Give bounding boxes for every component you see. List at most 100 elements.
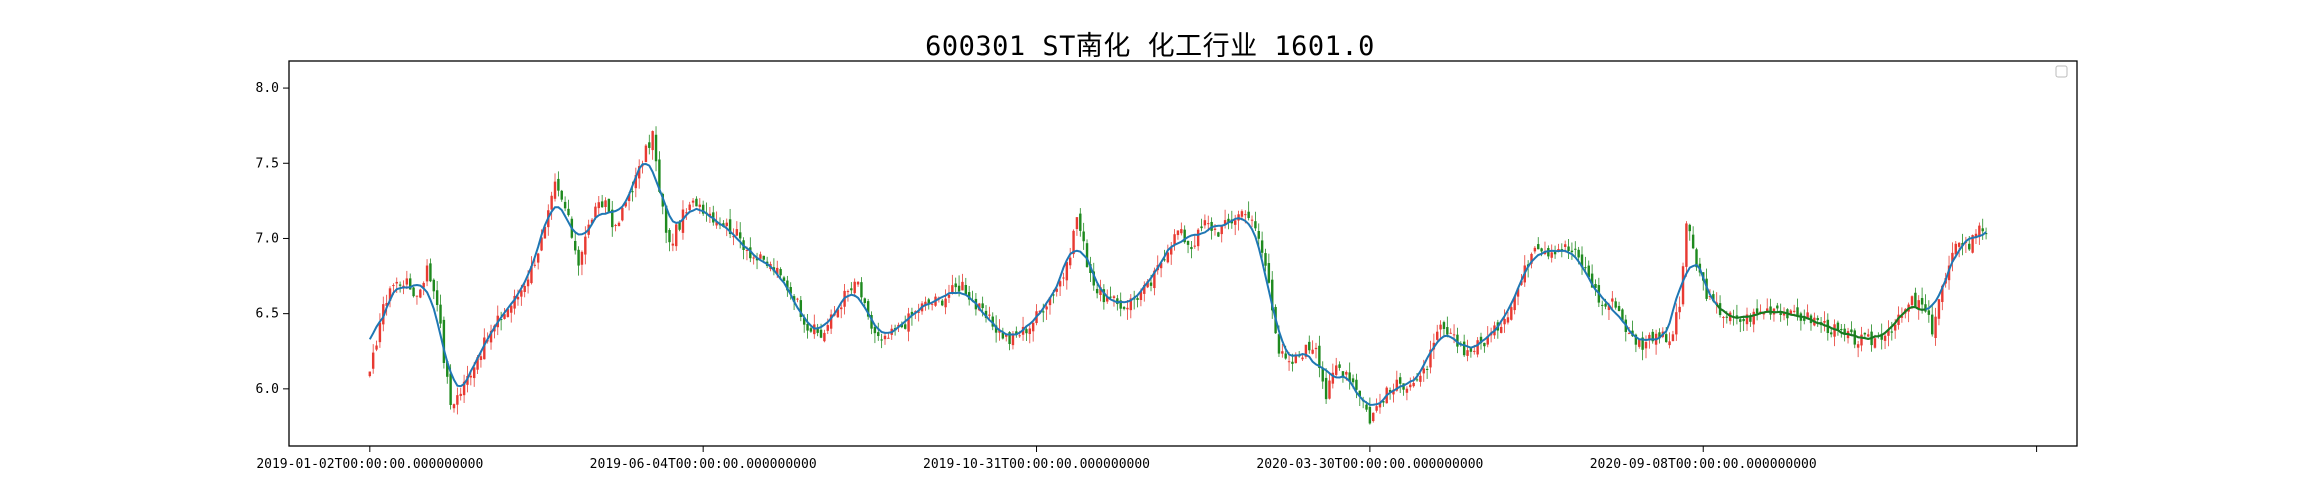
candle [1429, 340, 1432, 374]
candle [856, 281, 860, 287]
candle [648, 134, 651, 155]
candle [1654, 329, 1658, 355]
candle [840, 303, 843, 319]
candle [1375, 398, 1378, 413]
candle [1809, 313, 1813, 331]
candle [1644, 335, 1648, 359]
candle [1045, 303, 1048, 320]
candle [1190, 240, 1193, 259]
candle [1823, 311, 1826, 332]
candle [1119, 292, 1122, 317]
candle [1419, 371, 1422, 387]
candle [1126, 300, 1129, 320]
candle [1483, 342, 1486, 353]
candle [1806, 304, 1809, 320]
candle [1739, 316, 1742, 333]
candle [712, 205, 715, 226]
candle [1028, 325, 1032, 344]
candle [1533, 245, 1537, 254]
candle [866, 298, 870, 320]
candle [1850, 321, 1853, 337]
candle [1398, 372, 1402, 394]
candle [1321, 361, 1324, 389]
candle [1132, 290, 1136, 310]
candle [1772, 307, 1776, 322]
candle [1193, 235, 1196, 249]
candle [452, 403, 456, 413]
candle [799, 296, 803, 322]
candle [553, 173, 557, 202]
candle [1883, 331, 1887, 350]
y-axis: 6.0 6.5 7.0 7.5 8.0 [256, 81, 289, 397]
candle [1641, 331, 1644, 361]
candle [782, 275, 786, 282]
candle [1446, 316, 1449, 338]
candle [1769, 298, 1772, 320]
candle [954, 277, 957, 293]
candle [439, 294, 442, 329]
candle [1129, 294, 1133, 319]
chart-title: 600301 ST南化 化工行业 1601.0 [925, 31, 1375, 62]
candle [1254, 211, 1257, 232]
candle [1294, 352, 1298, 364]
candle [1095, 283, 1099, 299]
candle [1880, 323, 1883, 350]
candle [1456, 327, 1459, 354]
candle [1250, 215, 1254, 228]
candle [1856, 340, 1860, 358]
candle [371, 344, 375, 374]
candle [786, 275, 789, 297]
candle [860, 277, 863, 303]
candle [1324, 368, 1328, 404]
candle [1782, 307, 1786, 321]
candle [1937, 299, 1941, 326]
candle [880, 333, 883, 349]
candle [1934, 307, 1937, 346]
candle [701, 200, 705, 216]
candle [580, 250, 584, 276]
candle [1025, 327, 1028, 341]
candle [1685, 221, 1688, 277]
candle [1853, 328, 1856, 349]
candle [1688, 223, 1691, 241]
x-tick-label: 2019-01-02T00:00:00.000000000 [256, 457, 483, 472]
candle [1574, 241, 1577, 257]
candle [1860, 326, 1863, 352]
ma-line [368, 162, 1987, 406]
candle [1065, 260, 1069, 290]
candle [651, 130, 654, 160]
candle [698, 198, 702, 214]
candle [577, 246, 580, 276]
candle [984, 305, 988, 323]
candle [877, 322, 880, 341]
candle [621, 206, 624, 222]
candle [988, 306, 991, 320]
candle [432, 278, 436, 300]
candle [634, 167, 638, 198]
candle [664, 205, 668, 244]
candle [1180, 222, 1183, 236]
candle [1072, 229, 1075, 258]
candle [1671, 330, 1675, 342]
candle [914, 310, 917, 320]
candle [779, 267, 782, 279]
candle [1237, 210, 1240, 231]
candle [1099, 279, 1102, 302]
candle [1594, 279, 1597, 296]
candle [1567, 238, 1570, 259]
candle [759, 251, 762, 259]
candle [1927, 300, 1931, 323]
candle [1328, 372, 1331, 400]
candle [1159, 262, 1163, 278]
candle [1776, 302, 1779, 313]
candle [994, 315, 998, 343]
candle [536, 252, 540, 270]
candles-layer [368, 126, 1988, 425]
candle [1476, 337, 1479, 358]
candle [1358, 390, 1361, 407]
candle [1085, 239, 1089, 268]
candle [755, 252, 759, 270]
candle [459, 387, 462, 401]
candle [1981, 218, 1984, 240]
